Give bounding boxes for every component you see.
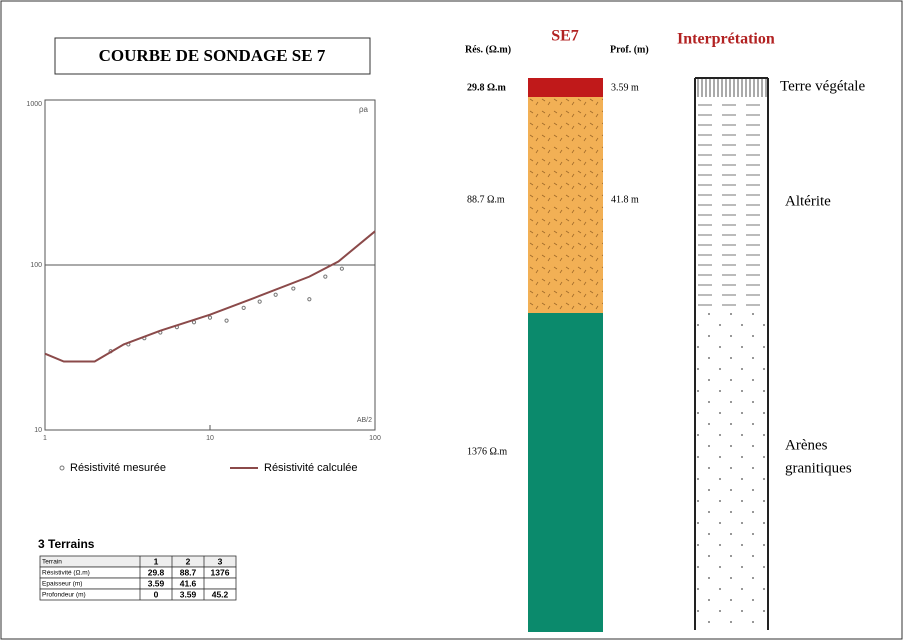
table-cell: 3.59 [148, 578, 165, 588]
depth-label: 41.8 m [611, 194, 639, 205]
y-tick-label: 100 [30, 262, 42, 269]
table-cell: 0 [154, 589, 159, 599]
table-cell: 41.6 [180, 578, 197, 588]
column-layer [528, 78, 603, 97]
curve [44, 230, 376, 363]
y-axis-label: ρa [359, 105, 369, 114]
data-point [207, 315, 213, 320]
table-cell: Profondeur (m) [42, 592, 86, 599]
data-point [323, 274, 328, 279]
data-point [273, 292, 278, 297]
x-tick-label: 100 [369, 435, 381, 442]
interp-title: Interprétation [677, 31, 775, 48]
x-axis-label: AB/2 [357, 417, 372, 424]
y-tick-label: 10 [34, 427, 42, 434]
data-point [257, 299, 262, 304]
column-title: SE7 [551, 28, 579, 45]
interp-label: Arènes [785, 437, 828, 453]
column-texture [528, 97, 603, 313]
data-point [241, 305, 246, 310]
depth-label: 3.59 m [611, 82, 639, 93]
column-layer [528, 313, 603, 632]
chart-title: COURBE DE SONDAGE SE 7 [99, 46, 326, 65]
table-cell: 45.2 [212, 589, 229, 599]
data-point [291, 286, 296, 291]
depth-header: Prof. (m) [610, 44, 649, 55]
table-cell: 3.59 [180, 589, 197, 599]
interp-label: granitiques [785, 460, 852, 476]
alterite-layer [695, 97, 768, 310]
table-cell: Terrain [42, 559, 62, 566]
data-point [339, 266, 344, 271]
arene-layer [695, 310, 768, 630]
interp-label: Terre végétale [780, 78, 865, 94]
soil-layer [695, 78, 768, 97]
data-point [307, 297, 312, 302]
x-tick-label: 1 [43, 435, 47, 442]
res-header: Rés. (Ω.m) [465, 44, 511, 55]
legend-label: Résistivité calculée [264, 462, 358, 474]
table-cell: 1 [154, 556, 159, 566]
legend-label: Résistivité mesurée [70, 462, 166, 474]
table-cell: 29.8 [148, 567, 165, 577]
resistivity-label: 1376 Ω.m [467, 446, 507, 457]
table-row [39, 588, 237, 601]
legend-marker [59, 465, 65, 471]
legend: Résistivité mesurée Résistivité calculée [59, 462, 358, 474]
table-title: 3 Terrains [38, 537, 95, 551]
resistivity-label: 29.8 Ω.m [467, 82, 507, 93]
table-cell: 2 [186, 556, 191, 566]
data-point [224, 318, 229, 323]
interp-label: Altérite [785, 193, 831, 209]
table-cell: 88.7 [180, 567, 197, 577]
table-cell: Résistivité (Ω.m) [42, 570, 90, 577]
table: Terrain 1 2 3 Résistivité (Ω.m) 29.8 88.7 1376 E… [39, 555, 237, 601]
table-cell: 3 [218, 556, 223, 566]
table-cell: 1376 [211, 567, 230, 577]
column: 29.8 Ω.m 3.59 m 88.7 Ω.m 41.8 m 1376 Ω.m [467, 78, 639, 632]
x-tick-label: 10 [206, 435, 214, 442]
y-tick-label: 1000 [26, 101, 42, 108]
table-row [39, 555, 237, 568]
title-box [54, 37, 371, 75]
table-cell: Epaisseur (m) [42, 581, 82, 588]
resistivity-label: 88.7 Ω.m [467, 194, 505, 205]
